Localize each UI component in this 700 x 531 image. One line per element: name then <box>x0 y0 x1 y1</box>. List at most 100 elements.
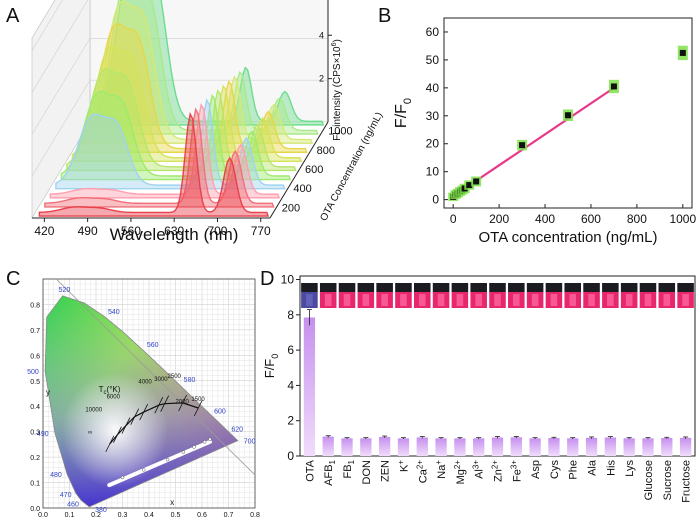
panel-d-vial-cap <box>508 283 525 292</box>
panel-c-point <box>202 440 207 444</box>
panel-c-isotherm <box>121 417 131 434</box>
panel-c-x-tick-label: 0.6 <box>197 512 207 519</box>
panel-c-wavelength-label: 380 <box>95 507 107 514</box>
panel-d-bar <box>510 437 522 456</box>
panel-b-x-tick-label: 600 <box>581 212 601 226</box>
panel-d-vial-cap <box>489 283 506 292</box>
panel-c-point <box>120 475 125 480</box>
panel-b-y-tick-label: 30 <box>426 109 440 123</box>
panel-d-category-label: AFB1 <box>323 459 337 485</box>
panel-c-locus-outline <box>44 295 239 508</box>
panel-d-vial-glow <box>682 294 689 306</box>
panel-b-point <box>466 182 473 189</box>
panel-d-vial-glow <box>324 294 332 306</box>
panel-a-x-tick-label: 770 <box>251 224 271 238</box>
panel-c-wavelength-label: 500 <box>27 369 39 376</box>
panel-c-x-tick-label: 0.2 <box>91 512 101 519</box>
panel-b-point <box>565 112 571 119</box>
panel-c-wavelength-label: 540 <box>108 309 120 316</box>
panel-b-x-tick-label: 1000 <box>669 212 696 226</box>
panel-d-category-label: Phe <box>568 460 580 480</box>
panel-a-gridline <box>31 37 328 135</box>
panel-d-vial-glow <box>588 294 595 306</box>
panel-c-y-tick-label: 0.6 <box>30 353 40 360</box>
panel-d-vial-cap <box>639 283 657 292</box>
panel-d-bar <box>303 317 316 456</box>
panel-d-vial-cap <box>620 283 638 292</box>
panel-d-bar <box>604 437 616 456</box>
panel-a-spectrum <box>77 22 308 153</box>
panel-a-spectrum <box>66 68 297 172</box>
panel-c-cie-diagram: C 380 460 470 480 490 500 520 540 560 580 600 62070… <box>6 268 260 519</box>
panel-a-z-tick-label: 4 <box>319 30 324 40</box>
panel-b-ticks: 0 200 400 600 800 1000 0 10 20 30 40 50 60 <box>426 25 697 226</box>
panel-d-vial-glow <box>663 294 671 306</box>
panel-c-wavelength-label: 470 <box>60 492 72 499</box>
panel-a-spectrum <box>55 98 286 190</box>
panel-b-frame <box>443 17 693 209</box>
panel-d-vial-cap <box>357 283 375 292</box>
panel-d-vial-cap <box>301 283 318 292</box>
panel-d-bar <box>567 438 579 456</box>
panel-a-spectrum <box>71 45 303 163</box>
panel-c-planckian-locus: 10000 6000 4000 3000 2500 2000 1500 ∞ <box>85 374 205 453</box>
panel-b-y-tick-label: 50 <box>426 53 440 67</box>
panel-d-bar <box>585 437 598 456</box>
panel-b-y-axis-label: F/F0 <box>393 98 414 128</box>
panel-c-x-tick-label: 0.7 <box>224 512 234 519</box>
panel-c-trend-bar <box>107 439 212 488</box>
panel-a-side-wall <box>31 0 91 220</box>
panel-d-y-tick-label: 4 <box>287 378 294 392</box>
panel-d-y-tick-label: 2 <box>287 414 294 428</box>
panel-c-point <box>165 457 170 462</box>
panel-d-category-label: Cys <box>549 460 561 479</box>
panel-d-vial-glow <box>343 294 351 306</box>
panel-c-y-tick-label: 0.7 <box>30 328 40 335</box>
panel-d-bar <box>322 436 334 456</box>
panel-d-category-label: Fructose <box>681 460 693 503</box>
panel-a-spectrum <box>88 0 319 135</box>
panel-c-y-tick-label: 0.3 <box>30 430 40 437</box>
panel-d-vial-cap <box>451 283 469 292</box>
panel-d-category-label: Fe3+ <box>509 460 523 482</box>
panel-a-depth-tick-label: 1000 <box>328 126 352 138</box>
panel-a-z-tick-label: 2 <box>319 74 324 84</box>
panel-d-selectivity: D 0 2 4 6 8 10 OTA AFB1 FB1 DON ZEN K+ Ca2+ Na+ Mg2+ A… <box>260 268 696 503</box>
panel-c-temperature-label: 2500 <box>168 374 182 380</box>
panel-c-tc-label: Tc(°K) <box>99 385 121 396</box>
panel-a-gridline <box>31 79 328 177</box>
panel-c-temperature-label: ∞ <box>88 430 92 436</box>
panel-c-wavelength-label: 560 <box>147 342 159 349</box>
panel-a-depth-tick-label: 800 <box>317 145 335 157</box>
panel-a-depth-tick-label: 600 <box>305 164 323 176</box>
panel-d-category-label: Glucose <box>643 460 655 500</box>
panel-d-vial-cap <box>413 283 431 292</box>
panel-d-vial-glow <box>456 294 464 306</box>
panel-d-vial-glow <box>494 294 501 306</box>
panel-d-vial-cap <box>319 283 337 292</box>
panel-d-vial-cap <box>583 283 600 292</box>
panel-c-wavelength-label: 460 <box>67 501 79 508</box>
panel-d-vial-cap <box>376 283 393 292</box>
panel-c-frame <box>42 278 256 509</box>
panel-a-gridline <box>31 0 89 93</box>
panel-a-axes: 42049056063070077020040060080010002468 <box>32 0 353 238</box>
panel-c-isotherm <box>113 426 122 443</box>
panel-d-bar <box>623 438 635 456</box>
panel-c-ticks: 0.0 0.1 0.2 0.3 0.4 0.5 0.6 0.7 0.8 0.0 0.1 0.2 0.3 0… <box>30 302 260 519</box>
panel-c-wavelength-label: 480 <box>50 472 62 479</box>
panel-a-depth-axis <box>269 121 329 219</box>
panel-d-vial-glow <box>625 294 633 306</box>
panel-c-x-tick-label: 0.4 <box>144 512 154 519</box>
panel-d-bar <box>679 437 692 456</box>
panel-a-z-axis-label: FL intensity (CPS×106) <box>331 39 343 141</box>
panel-d-category-label: His <box>605 460 617 476</box>
panel-a-x-tick-label: 420 <box>34 224 54 238</box>
panel-b-points <box>448 45 688 201</box>
panel-d-category-label: Asp <box>530 460 542 479</box>
panel-c-y-tick-label: 0.2 <box>30 455 40 462</box>
panel-c-isotherm <box>160 395 169 412</box>
panel-d-label: D <box>260 268 274 290</box>
panel-b-point <box>610 83 617 90</box>
